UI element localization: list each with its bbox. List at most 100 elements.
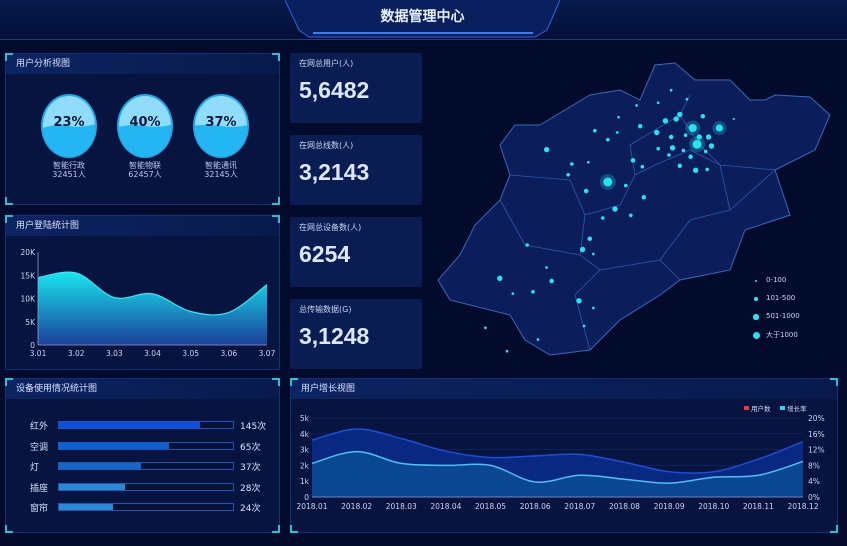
- y-tick-label: 5K: [25, 318, 36, 327]
- map-dot: [579, 246, 586, 253]
- map-dot: [656, 146, 660, 151]
- y-right-tick-label: 8%: [808, 461, 820, 470]
- gauge-name: 智能物联: [129, 161, 161, 170]
- series-line-1: [311, 428, 804, 474]
- map-dot: [700, 114, 706, 119]
- gauge-2: 40% 智能物联 62457人: [110, 93, 180, 183]
- panel-title: 用户分析视图: [6, 54, 279, 74]
- device-name: 窗帘: [30, 504, 49, 514]
- device-name: 红外: [30, 422, 49, 432]
- legend-dot-icon: [755, 280, 757, 282]
- map-dot: [582, 324, 586, 328]
- map-dot: [603, 177, 613, 187]
- legend-label: 大于1000: [766, 331, 798, 339]
- map-dot: [692, 167, 699, 173]
- y-right-tick-label: 20%: [808, 414, 825, 423]
- x-tick-label: 3.05: [182, 349, 199, 358]
- map-dot: [688, 154, 693, 160]
- map-dot: [531, 290, 535, 294]
- x-tick-label: 2018.08: [609, 502, 640, 511]
- x-tick-label: 3.03: [106, 349, 123, 358]
- map-dot: [617, 115, 620, 119]
- stat-card: 在网总设备数(人) 6254: [290, 217, 422, 287]
- map-legend-item: 501-1000: [752, 312, 822, 322]
- bar-fill: [59, 442, 169, 449]
- map-dot: [708, 143, 715, 149]
- map-dot: [637, 123, 643, 129]
- panel-title: 设备使用情况统计图: [6, 379, 279, 399]
- map-dot: [662, 118, 669, 124]
- map-legend-item: 101-500: [752, 294, 822, 304]
- panel-title: 用户增长视图: [291, 379, 837, 399]
- map-dot: [640, 164, 645, 169]
- gauge-percent: 23%: [53, 115, 85, 130]
- y-right-tick-label: 12%: [808, 446, 825, 455]
- map-dot: [705, 167, 709, 172]
- device-count: 24次: [240, 504, 261, 514]
- map-dot: [669, 88, 673, 92]
- y-left-tick-label: 0: [304, 493, 309, 502]
- map-dot: [683, 133, 688, 137]
- bar-fill: [59, 422, 200, 428]
- y-right-tick-label: 4%: [808, 477, 820, 486]
- legend-label: 501-1000: [766, 312, 800, 320]
- x-tick-label: 3.06: [220, 349, 237, 358]
- stat-label: 在网总用户(人): [299, 59, 354, 68]
- device-name: 插座: [30, 483, 49, 494]
- bar-track: [58, 503, 234, 511]
- liquid-fill-gauge: [41, 94, 97, 158]
- title-frame: [285, 0, 560, 38]
- device-name: 空调: [30, 442, 49, 453]
- gauge-name: 智能通讯: [205, 161, 237, 170]
- map-dot: [592, 306, 595, 310]
- map-dot: [624, 183, 628, 188]
- map-dot: [600, 216, 605, 220]
- legend-label: 增长率: [787, 404, 807, 413]
- gauge-3: 37% 智能通讯 32145人: [186, 93, 256, 183]
- legend-dot-icon: [754, 297, 758, 301]
- legend-dot-icon: [753, 314, 759, 320]
- map-dot: [593, 128, 597, 133]
- map-dot: [668, 134, 674, 140]
- legend-label: 101-500: [766, 294, 796, 302]
- map-dot: [587, 160, 590, 164]
- x-tick-label: 2018.03: [386, 502, 417, 511]
- liquid-fill-gauge: [117, 94, 173, 158]
- map-dot: [669, 145, 676, 151]
- device-name: 灯: [30, 463, 40, 473]
- stat-value: 6254: [299, 241, 351, 267]
- region-map: [437, 62, 831, 356]
- bar-fill: [59, 463, 141, 469]
- area-fill: [38, 272, 267, 345]
- map-dot: [511, 292, 515, 295]
- x-tick-label: 2018.04: [430, 502, 461, 511]
- map-dot: [525, 243, 529, 247]
- login-area-chart: 0 5K 10K 15K 20K 3.01 3.02 3.03 3.04 3.05 3.06 3.07: [21, 248, 276, 358]
- x-tick-label: 2018.05: [475, 502, 506, 511]
- map-dot: [654, 129, 660, 136]
- stat-card: 在网总线数(人) 3,2143: [290, 135, 422, 205]
- x-tick-label: 2018.02: [341, 502, 372, 511]
- map-dot: [656, 101, 660, 105]
- map-dot: [545, 266, 548, 269]
- map-dot: [681, 148, 686, 153]
- map-dot: [497, 275, 503, 281]
- x-tick-label: 3.01: [30, 349, 47, 358]
- bar-track: [58, 482, 234, 491]
- y-right-tick-label: 0%: [808, 493, 820, 502]
- bar-track: [58, 441, 234, 450]
- map-dot: [592, 252, 595, 256]
- map-dot: [612, 206, 618, 212]
- map-dot: [677, 163, 683, 169]
- map-dot: [641, 195, 647, 200]
- map-dot: [703, 149, 708, 154]
- x-tick-label: 3.07: [259, 349, 276, 358]
- bar-fill: [59, 483, 126, 490]
- map-dot: [635, 104, 638, 107]
- x-tick-label: 2018.10: [698, 502, 729, 511]
- gauge-percent: 40%: [129, 115, 161, 130]
- legend-swatch: [780, 406, 785, 410]
- gauge-count: 62457人: [128, 170, 162, 179]
- gauge-count: 32145人: [204, 170, 238, 179]
- map-outline: [437, 62, 831, 356]
